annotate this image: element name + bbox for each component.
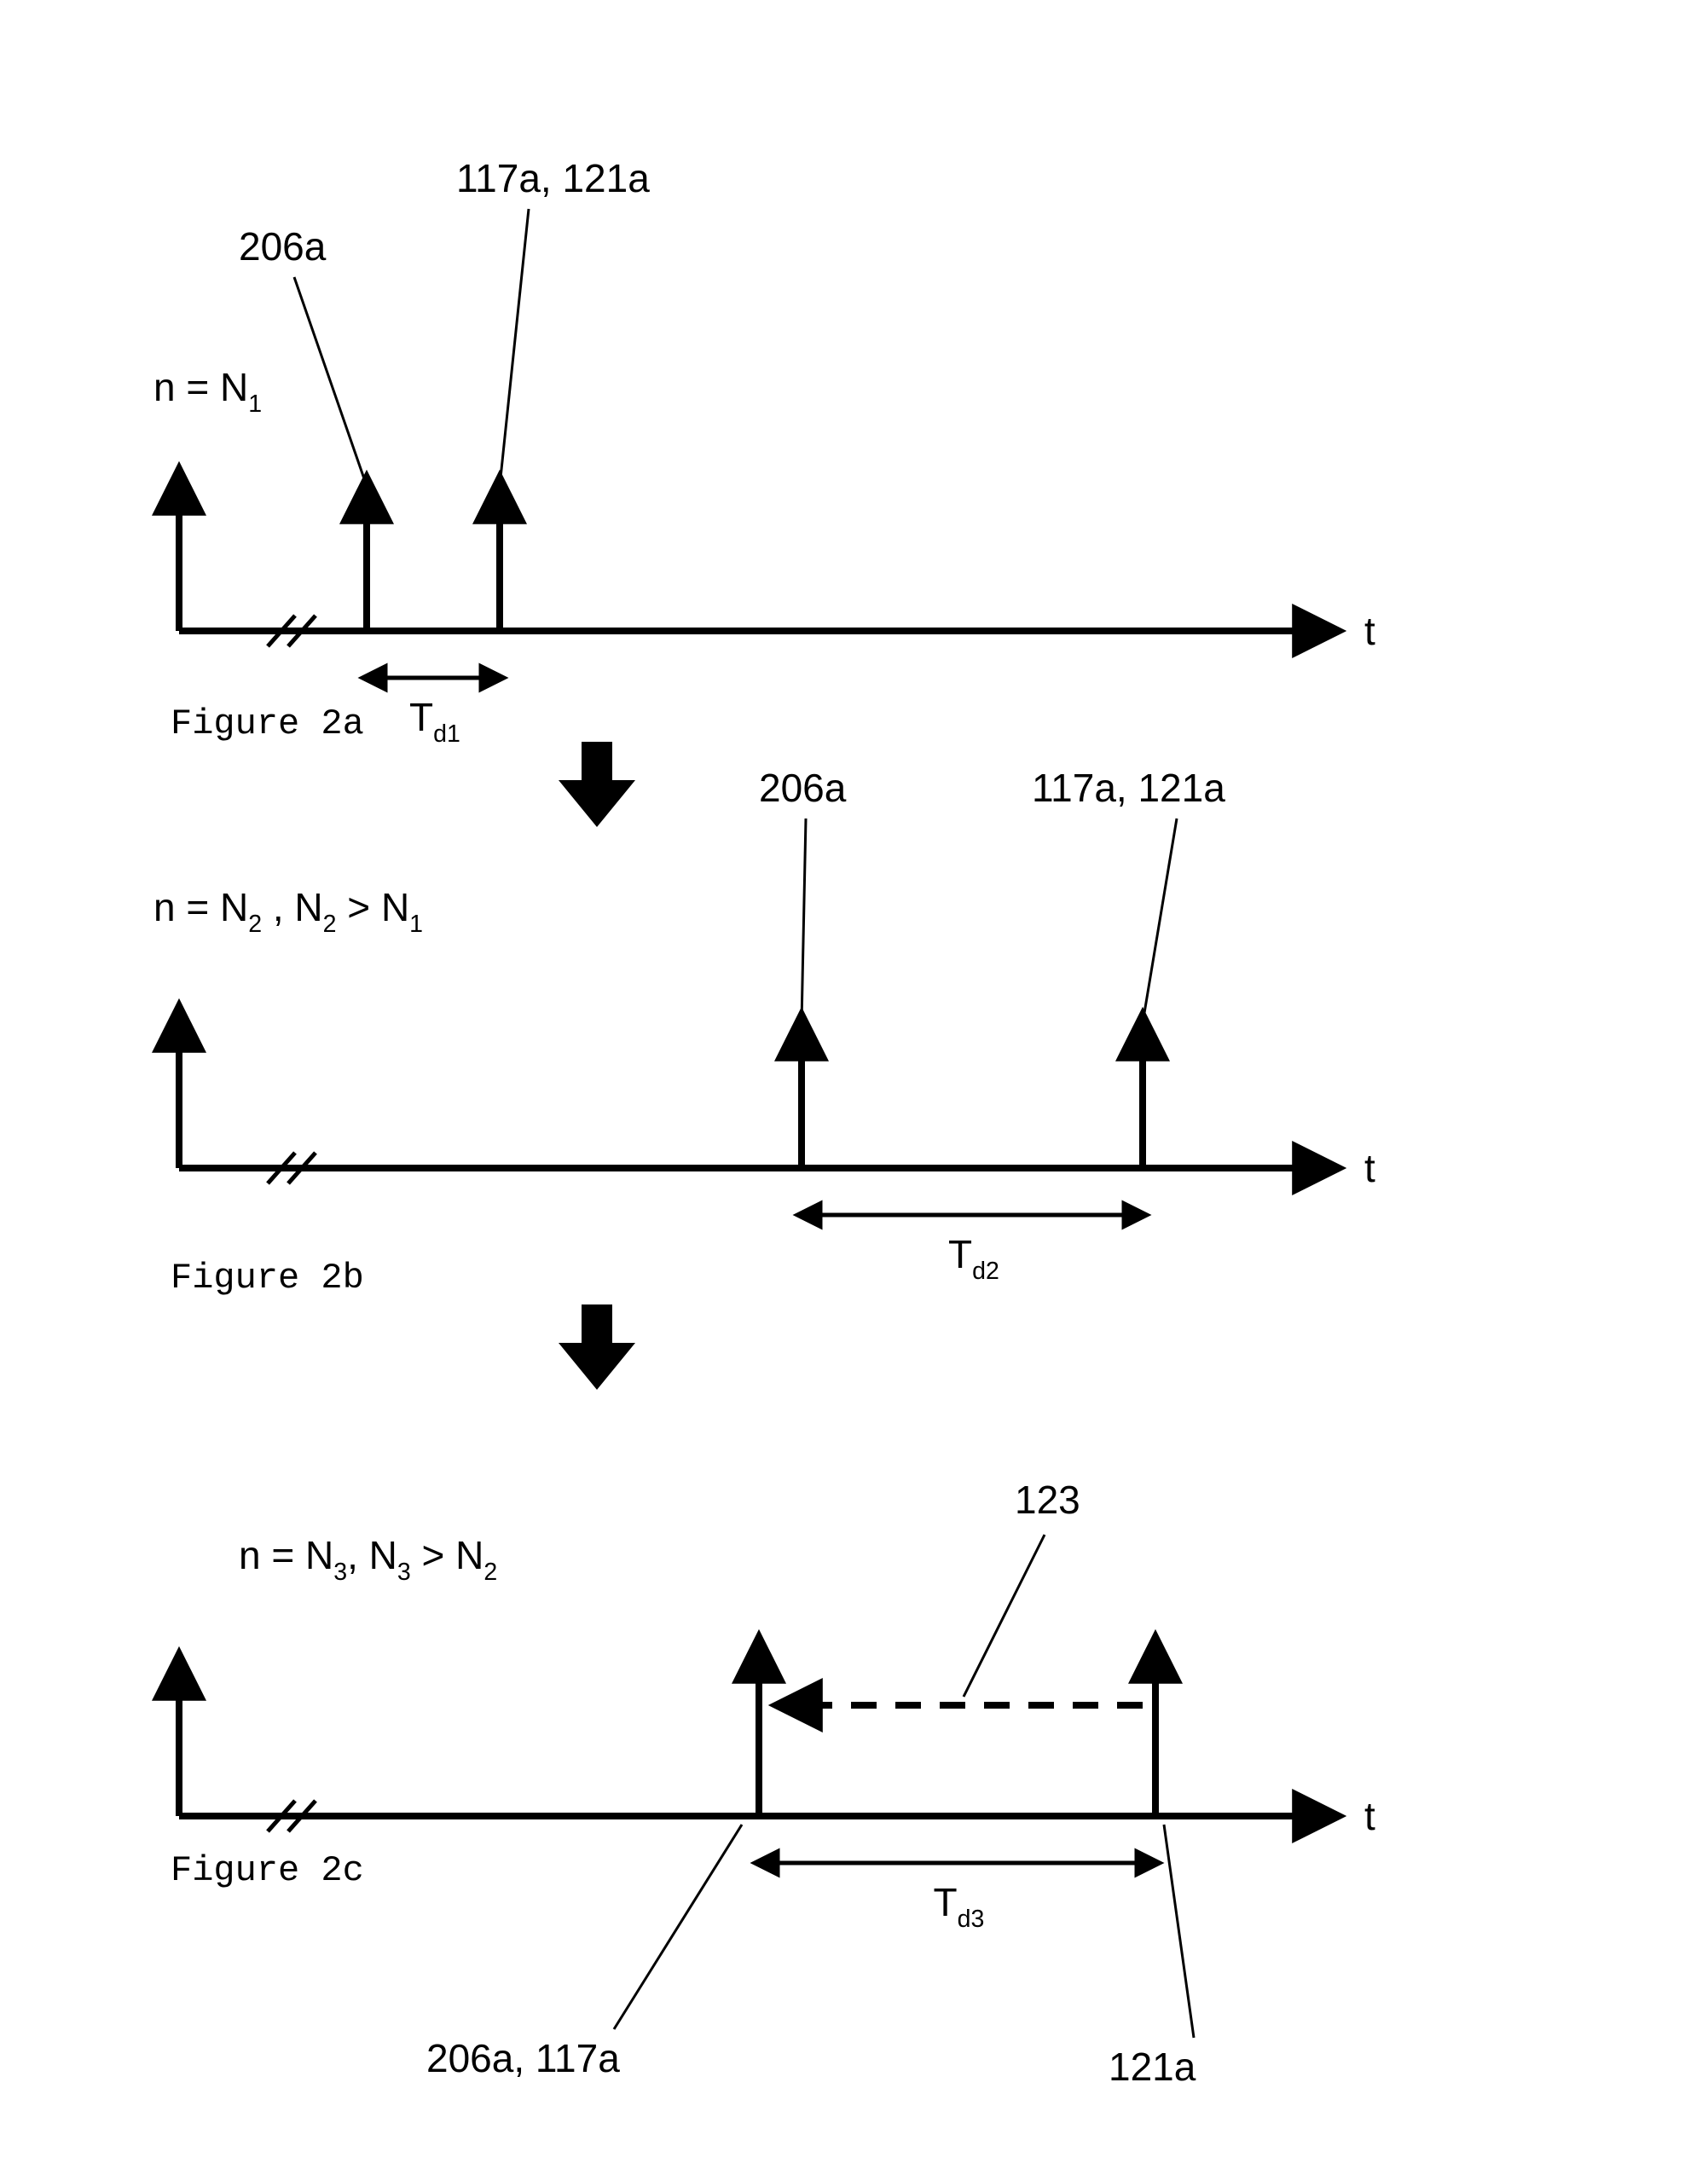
- panel-b: [179, 819, 1330, 1215]
- svg-text:t: t: [1364, 609, 1375, 653]
- callout-117a-121a-b: 117a, 121a: [1032, 766, 1225, 810]
- leader-line-c-1: [614, 1825, 742, 2029]
- leader-line-b-0: [802, 819, 806, 1023]
- caption-b: Figure 2b: [171, 1258, 364, 1299]
- td-label-a: Td1: [409, 695, 460, 748]
- leader-line-a-1: [500, 209, 529, 486]
- callout-123-c: 123: [1015, 1478, 1080, 1522]
- leader-line-c-0: [964, 1535, 1045, 1697]
- timing-diagram-figure-2: n = N1 t Td1 206a 117a, 121a Figure 2a n = N2 …: [0, 0, 1708, 2175]
- n-label-a: n = N1: [153, 365, 262, 418]
- callout-206a-a: 206a: [239, 224, 327, 269]
- callout-121a-c: 121a: [1109, 2045, 1196, 2089]
- leader-line-b-1: [1143, 819, 1177, 1023]
- leader-line-a-0: [294, 277, 367, 486]
- panel-c: [179, 1535, 1330, 2038]
- transition-arrow-2: [559, 1304, 635, 1390]
- caption-a: Figure 2a: [171, 703, 364, 744]
- n-label-b: n = N2 , N2 > N1: [153, 885, 423, 938]
- callout-117a-121a-a: 117a, 121a: [456, 156, 650, 200]
- svg-text:t: t: [1364, 1794, 1375, 1838]
- n-label-c: n = N3, N3 > N2: [239, 1533, 497, 1586]
- td-label-c: Td3: [934, 1880, 985, 1933]
- caption-c: Figure 2c: [171, 1850, 364, 1891]
- svg-text:t: t: [1364, 1146, 1375, 1190]
- leader-line-c-2: [1164, 1825, 1194, 2038]
- callout-206a-117a-c: 206a, 117a: [426, 2036, 620, 2080]
- panel-a: [179, 209, 1330, 678]
- transition-arrow-1: [559, 742, 635, 827]
- callout-206a-b: 206a: [759, 766, 847, 810]
- td-label-b: Td2: [948, 1232, 999, 1285]
